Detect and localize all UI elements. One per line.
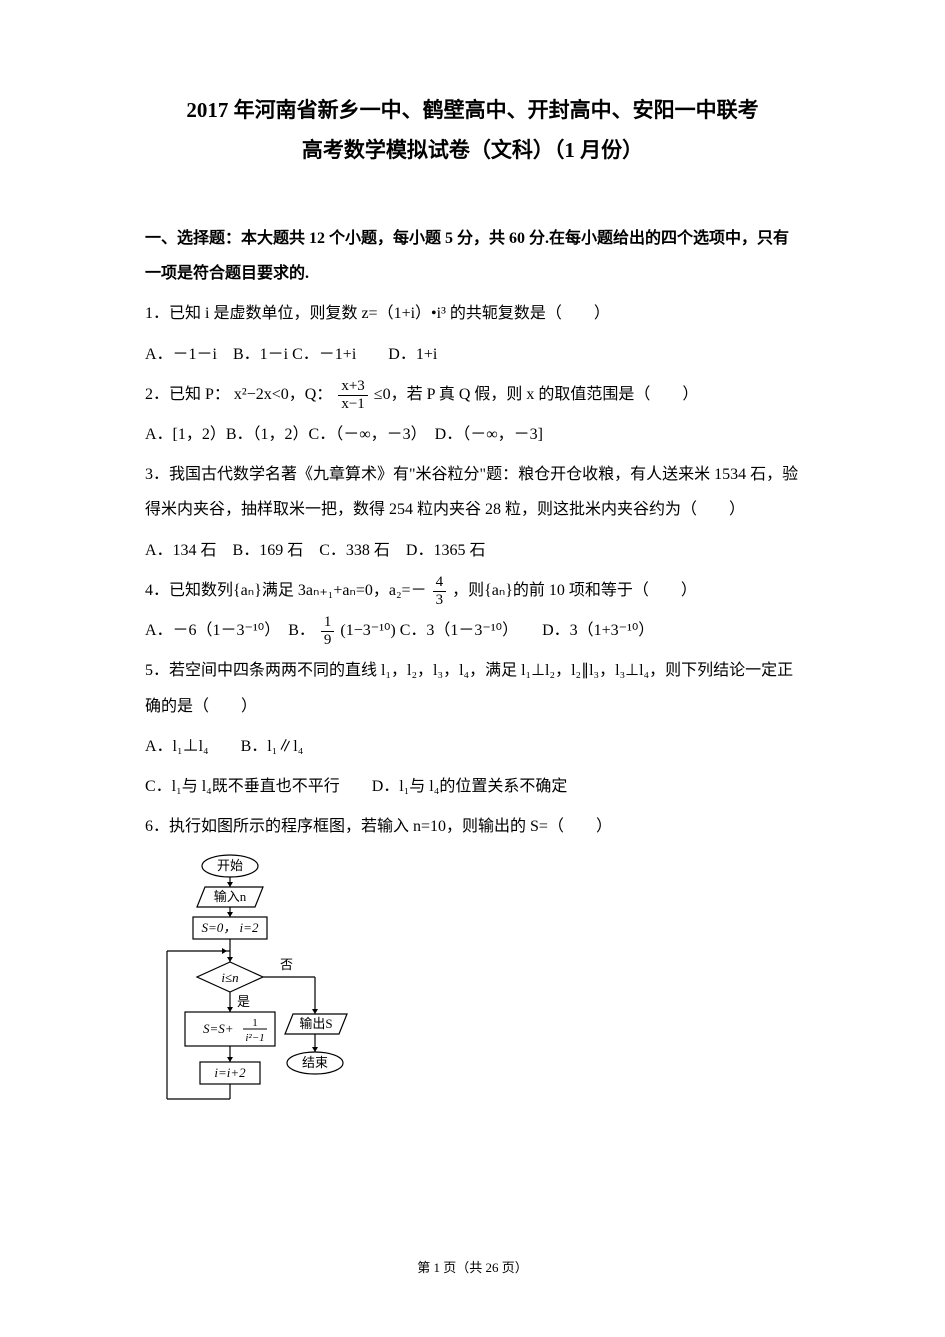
flowchart-diagram: 开始 输入n S=0， i=2 i≤n 否 输出S 结束 是 <box>155 854 800 1134</box>
page-footer: 第 1 页（共 26 页） <box>0 1258 945 1278</box>
fc-yes: 是 <box>237 994 250 1009</box>
fc-no: 否 <box>280 957 293 972</box>
question-5-options-ab: A．l₁⊥l₄ B．l₁∥l₄ <box>145 729 800 764</box>
q4-opt-a: A．－6（1－3⁻¹⁰） B． <box>145 622 315 639</box>
q4-opt-b-den: 9 <box>321 632 335 649</box>
question-2-options: A．[1，2）B．（1，2）C．（－∞，－3） D．（－∞，－3] <box>145 417 800 452</box>
q4-frac-num: 4 <box>433 574 447 592</box>
question-4-options: A．－6（1－3⁻¹⁰） B． 1 9 (1−3⁻¹⁰) C．3（1－3⁻¹⁰）… <box>145 613 800 648</box>
question-1: 1．已知 i 是虚数单位，则复数 z=（1+i）•i³ 的共轭复数是（ ） <box>145 296 800 331</box>
fc-start: 开始 <box>217 858 243 873</box>
q4-suffix: ，则{aₙ}的前 10 项和等于（ ） <box>452 582 697 599</box>
fc-calc-left: S=S+ <box>203 1021 234 1036</box>
question-5: 5．若空间中四条两两不同的直线 l₁，l₂，l₃，l₄，满足 l₁⊥l₂，l₂∥… <box>145 653 800 723</box>
fc-calc-num: 1 <box>252 1017 258 1029</box>
fc-calc-den: i²−1 <box>245 1032 264 1044</box>
section-header: 一、选择题：本大题共 12 个小题，每小题 5 分，共 60 分.在每小题给出的… <box>145 221 800 291</box>
fc-end: 结束 <box>302 1055 328 1070</box>
q4-opt-b-expr: (1−3⁻¹⁰) <box>340 622 395 639</box>
q4-opt-b-frac: 1 9 <box>321 614 335 648</box>
question-3: 3．我国古代数学名著《九章算术》有"米谷粒分"题：粮仓开仓收粮，有人送来米 15… <box>145 457 800 527</box>
fc-cond: i≤n <box>221 970 238 985</box>
fc-init: S=0， i=2 <box>202 920 259 935</box>
q2-expr2: ≤0，若 P 真 Q 假，则 x 的取值范围是（ ） <box>374 386 699 403</box>
q2-expr1: x²−2x<0，Q： <box>234 386 332 403</box>
q4-prefix: 4．已知数列{aₙ}满足 3aₙ₊₁+aₙ=0，a₂=－ <box>145 582 427 599</box>
question-1-options: A．－1－i B．1－i C．－1+i D．1+i <box>145 337 800 372</box>
q4-opt-b-num: 1 <box>321 614 335 632</box>
q4-opt-cd: C．3（1－3⁻¹⁰） D．3（1+3⁻¹⁰） <box>400 622 655 639</box>
q4-fraction: 4 3 <box>433 574 447 608</box>
question-2: 2．已知 P： x²−2x<0，Q： x+3 x−1 ≤0，若 P 真 Q 假，… <box>145 377 800 412</box>
question-4: 4．已知数列{aₙ}满足 3aₙ₊₁+aₙ=0，a₂=－ 4 3 ，则{aₙ}的… <box>145 573 800 608</box>
title-line-1: 2017 年河南省新乡一中、鹤壁高中、开封高中、安阳一中联考 <box>145 95 800 127</box>
question-6: 6．执行如图所示的程序框图，若输入 n=10，则输出的 S=（ ） <box>145 809 800 844</box>
q2-frac-den: x−1 <box>338 396 367 413</box>
q4-frac-den: 3 <box>433 592 447 609</box>
q2-prefix: 2．已知 P： <box>145 386 230 403</box>
fc-incr: i=i+2 <box>214 1065 246 1080</box>
q2-fraction: x+3 x−1 <box>338 378 367 412</box>
question-5-options-cd: C．l₁与 l₄既不垂直也不平行 D．l₁与 l₄的位置关系不确定 <box>145 769 800 804</box>
fc-output: 输出S <box>299 1016 332 1031</box>
question-3-options: A．134 石 B．169 石 C．338 石 D．1365 石 <box>145 533 800 568</box>
fc-input: 输入n <box>214 889 247 904</box>
title-line-2: 高考数学模拟试卷（文科）（1 月份） <box>145 135 800 167</box>
q2-frac-num: x+3 <box>338 378 367 396</box>
